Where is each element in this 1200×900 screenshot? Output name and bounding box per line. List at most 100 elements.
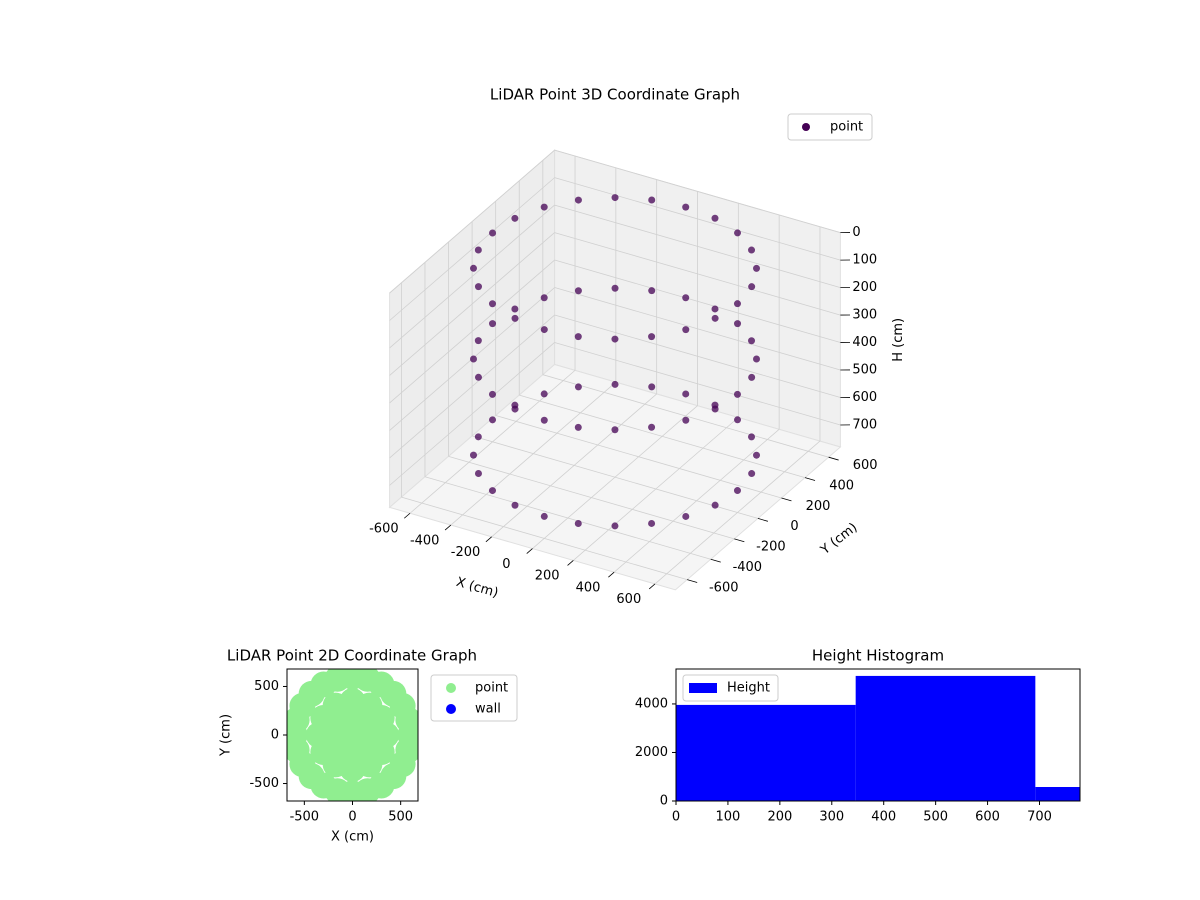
point — [611, 380, 619, 388]
z-tick-label: 500 — [852, 363, 877, 378]
point — [469, 355, 477, 363]
tick-mark — [403, 512, 411, 519]
point — [748, 470, 756, 478]
point — [488, 487, 496, 495]
z-tick-label: 100 — [852, 253, 877, 268]
point — [489, 229, 497, 237]
tick-mark — [710, 558, 721, 563]
legend-marker — [446, 683, 456, 693]
y-tick-label: -500 — [249, 776, 279, 791]
grid-line — [389, 232, 555, 376]
legend-label: point — [830, 120, 863, 135]
point — [540, 390, 548, 398]
x-tick-label: -500 — [290, 810, 320, 825]
z-axis-label: H (cm) — [891, 318, 906, 362]
grid-line — [554, 314, 841, 398]
point — [611, 335, 619, 343]
point — [474, 246, 482, 254]
legend-label: wall — [475, 702, 501, 717]
chart-title: LiDAR Point 3D Coordinate Graph — [490, 86, 740, 104]
point — [574, 423, 582, 431]
tick-mark — [757, 518, 769, 522]
x-tick-label: 700 — [1027, 810, 1052, 825]
y-tick-label: 500 — [254, 679, 279, 694]
point — [648, 333, 656, 341]
point — [734, 320, 742, 328]
tick-mark — [608, 571, 615, 578]
point — [474, 433, 482, 441]
tick-mark — [567, 560, 574, 566]
point — [540, 203, 548, 211]
x-tick-label: 300 — [819, 810, 844, 825]
grid-line — [424, 476, 711, 560]
tick-mark — [781, 497, 792, 502]
z-tick-label: 200 — [852, 280, 877, 295]
point — [511, 314, 519, 322]
bar — [1035, 786, 1080, 801]
x-tick-label: 600 — [975, 810, 1000, 825]
point — [474, 337, 482, 345]
point — [682, 203, 690, 211]
x-tick-label: 600 — [616, 592, 641, 607]
point — [682, 416, 690, 424]
point — [711, 501, 719, 509]
y-tick-label: 200 — [806, 499, 831, 514]
point — [469, 264, 477, 272]
tick-mark — [828, 456, 839, 461]
point — [711, 214, 719, 222]
bar — [855, 675, 1036, 801]
point — [648, 383, 656, 391]
point — [753, 355, 761, 363]
x-tick-label: 500 — [388, 810, 413, 825]
point — [540, 416, 548, 424]
x-tick-label: 400 — [576, 580, 601, 595]
point — [339, 722, 366, 748]
chart-title: LiDAR Point 2D Coordinate Graph — [227, 647, 477, 665]
chart-title: Height Histogram — [812, 647, 944, 665]
point — [733, 487, 741, 495]
point — [511, 305, 519, 313]
grid-line — [554, 342, 841, 426]
y-tick-label: 2000 — [635, 745, 668, 760]
x-tick-label: 0 — [502, 557, 510, 572]
z-tick-label: 600 — [852, 390, 877, 405]
y-tick-label: -400 — [733, 560, 763, 575]
grid-line — [389, 259, 555, 404]
point — [540, 294, 548, 302]
point — [648, 196, 656, 204]
grid-line — [554, 259, 841, 343]
legend-box — [682, 674, 779, 702]
x-tick-label: 200 — [767, 810, 792, 825]
point — [611, 284, 619, 292]
tick-mark — [444, 524, 452, 531]
point — [748, 337, 756, 345]
point — [574, 520, 582, 528]
legend-marker — [802, 123, 810, 131]
axes-frame — [675, 668, 1081, 802]
legend-marker — [446, 704, 456, 714]
point — [469, 451, 477, 459]
point — [574, 287, 582, 295]
x-tick-label: 0 — [672, 810, 680, 825]
z-tick-label: 300 — [852, 308, 877, 323]
point — [474, 373, 482, 381]
point — [711, 305, 719, 313]
point — [748, 433, 756, 441]
point — [753, 451, 761, 459]
point — [611, 522, 619, 530]
point — [511, 501, 519, 509]
point — [748, 283, 756, 291]
x-tick-label: 500 — [923, 810, 948, 825]
point — [682, 390, 690, 398]
tick-mark — [734, 538, 745, 543]
y-tick-label: 600 — [853, 458, 878, 473]
grid-line — [448, 455, 735, 540]
tick-mark — [687, 579, 698, 583]
point — [511, 401, 519, 409]
y-tick-label: 0 — [660, 794, 668, 809]
grid-line — [401, 496, 688, 581]
z-tick-label: 400 — [852, 335, 877, 350]
grid-line — [554, 287, 841, 371]
y-tick-label: 0 — [790, 519, 798, 534]
